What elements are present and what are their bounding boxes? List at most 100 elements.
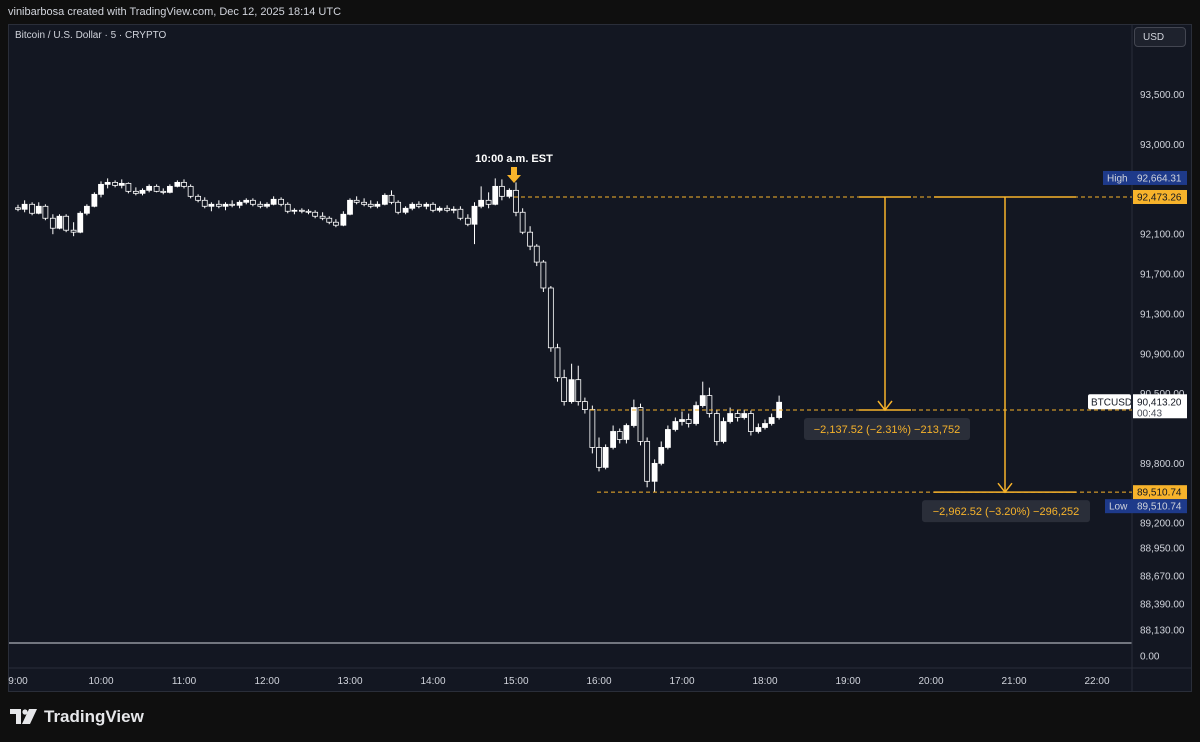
- candle: [104, 178, 111, 189]
- tradingview-logo[interactable]: TradingView: [10, 706, 144, 728]
- candle: [423, 202, 430, 210]
- time-tick-label: 22:00: [1084, 676, 1109, 687]
- candle-body: [602, 447, 609, 468]
- candle: [519, 208, 526, 235]
- candle-body: [264, 203, 270, 207]
- candle-body: [278, 198, 285, 205]
- candle-body: [125, 182, 132, 192]
- candle-body: [270, 198, 277, 205]
- candle-body: [353, 199, 360, 203]
- candle-body: [506, 189, 513, 197]
- candle-body: [679, 419, 685, 422]
- candle: [374, 201, 381, 209]
- candle: [160, 188, 167, 195]
- candle: [450, 206, 457, 214]
- candle: [91, 192, 98, 208]
- candle: [215, 200, 222, 209]
- chart-frame[interactable]: [8, 24, 1192, 692]
- candle-body: [464, 217, 471, 225]
- candle-body: [195, 195, 202, 201]
- candle: [651, 459, 658, 493]
- candle: [734, 409, 741, 422]
- measure-arrowhead-icon: [877, 400, 893, 412]
- candle-body: [70, 229, 77, 233]
- candle-body: [29, 203, 36, 214]
- candle-body: [547, 287, 554, 349]
- time-tick-label: 15:00: [503, 676, 528, 687]
- candle-body: [49, 217, 56, 229]
- candle-body: [768, 417, 775, 424]
- candle: [187, 184, 194, 199]
- candle-body: [257, 203, 264, 207]
- symbol-label[interactable]: Bitcoin / U.S. Dollar · 5 · CRYPTO: [15, 30, 167, 41]
- candle: [568, 363, 575, 404]
- candle: [305, 209, 312, 215]
- candle-body: [181, 181, 187, 187]
- time-tick-label: 20:00: [918, 676, 943, 687]
- candle: [658, 441, 665, 466]
- candle-body: [98, 183, 104, 195]
- candle-body: [575, 379, 582, 402]
- candle: [35, 202, 42, 215]
- candle: [540, 260, 547, 292]
- candle: [291, 208, 298, 215]
- candle-body: [332, 221, 339, 226]
- candle-body: [174, 181, 181, 187]
- high-value-tag-text: 92,664.31: [1137, 173, 1182, 184]
- candle-body: [630, 407, 637, 426]
- candle: [672, 417, 679, 432]
- candle-body: [554, 347, 561, 379]
- level-price-tag-text: 89,510.74: [1137, 488, 1182, 499]
- candle: [139, 188, 146, 196]
- candle: [693, 401, 700, 426]
- price-tick-label: 93,000.00: [1140, 140, 1185, 151]
- candle: [153, 184, 160, 193]
- candle-body: [326, 217, 333, 223]
- candle: [298, 208, 305, 214]
- event-arrow-icon: [507, 167, 521, 183]
- candle: [679, 411, 685, 426]
- candle-body: [623, 425, 630, 440]
- candle-body: [596, 447, 602, 468]
- candle-body: [457, 208, 464, 219]
- candle: [630, 399, 637, 428]
- candle-body: [160, 190, 167, 193]
- high-label-tag: High: [1103, 170, 1133, 185]
- candle: [243, 198, 250, 205]
- candles: [15, 178, 783, 493]
- measure-short: −2,137.52 (−2.31%) −213,752: [804, 196, 970, 440]
- candle: [77, 211, 84, 234]
- measure-label: −2,962.52 (−3.20%) −296,252: [933, 506, 1079, 518]
- price-tick-label: 91,700.00: [1140, 270, 1185, 281]
- time-tick-label: 12:00: [254, 676, 279, 687]
- candle-body: [56, 215, 63, 229]
- candle-body: [699, 395, 706, 406]
- candle-body: [201, 199, 208, 207]
- level-price-tag-text: 92,473.26: [1137, 193, 1182, 204]
- symbol-tag-bg: [1088, 394, 1131, 410]
- candle-body: [381, 194, 388, 205]
- price-tick-label: 88,670.00: [1140, 571, 1185, 582]
- candle: [478, 186, 485, 209]
- candle-body: [415, 203, 422, 207]
- price-tick-label: 89,800.00: [1140, 459, 1185, 470]
- candle: [319, 212, 326, 221]
- candle: [415, 201, 422, 209]
- candle-body: [291, 209, 298, 212]
- candle: [471, 202, 478, 245]
- candle-body: [589, 409, 596, 448]
- candle: [222, 202, 229, 211]
- candle: [554, 343, 561, 382]
- candle: [644, 437, 651, 488]
- candle: [610, 425, 617, 450]
- candle: [132, 187, 139, 196]
- level-price-tag: 92,473.26: [1133, 190, 1187, 204]
- time-tick-label: 9:00: [8, 676, 28, 687]
- candle-body: [685, 419, 692, 424]
- candle: [332, 219, 339, 228]
- candle: [29, 202, 36, 216]
- currency-button[interactable]: USD: [1134, 27, 1186, 47]
- measure-label: −2,137.52 (−2.31%) −213,752: [814, 424, 960, 436]
